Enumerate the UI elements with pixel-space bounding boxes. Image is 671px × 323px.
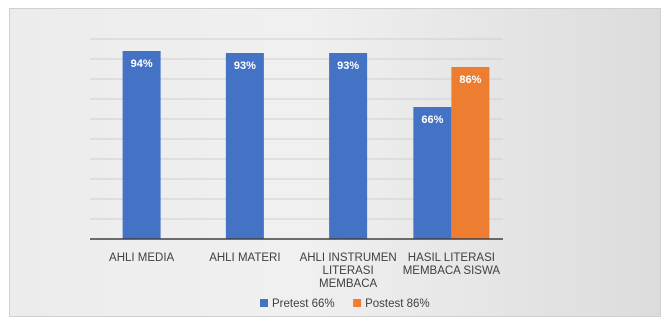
category-label-line: MEMBACA SISWA xyxy=(403,265,501,277)
data-label: 66% xyxy=(421,114,443,126)
bar xyxy=(122,51,161,239)
bar xyxy=(451,67,490,239)
category-label-line: AHLI INSTRUMEN xyxy=(300,252,397,264)
category-label: AHLI MEDIA xyxy=(109,252,175,264)
legend-swatch xyxy=(353,299,362,307)
data-label: 93% xyxy=(234,60,256,72)
category-label: HASIL LITERASI MEMBACA SISWA xyxy=(403,252,501,277)
bar xyxy=(225,53,264,239)
legend-label: Pretest 66% xyxy=(272,298,335,310)
legend-label: Postest 86% xyxy=(365,298,430,310)
category-label-line: LITERASI xyxy=(323,265,374,277)
category-label-line: HASIL LITERASI xyxy=(408,252,495,264)
category-label-line: AHLI MEDIA xyxy=(109,252,175,264)
data-label: 94% xyxy=(131,58,153,70)
data-label: 93% xyxy=(337,60,359,72)
category-label-line: MEMBACA xyxy=(319,278,377,290)
bar xyxy=(329,53,368,239)
category-label-line: AHLI MATERI xyxy=(209,252,280,264)
category-label: AHLI MATERI xyxy=(209,252,280,264)
legend-swatch xyxy=(260,299,268,307)
bar xyxy=(413,107,452,239)
category-label: AHLI INSTRUMEN LITERASI MEMBACA xyxy=(300,252,397,290)
data-label: 86% xyxy=(459,74,481,86)
